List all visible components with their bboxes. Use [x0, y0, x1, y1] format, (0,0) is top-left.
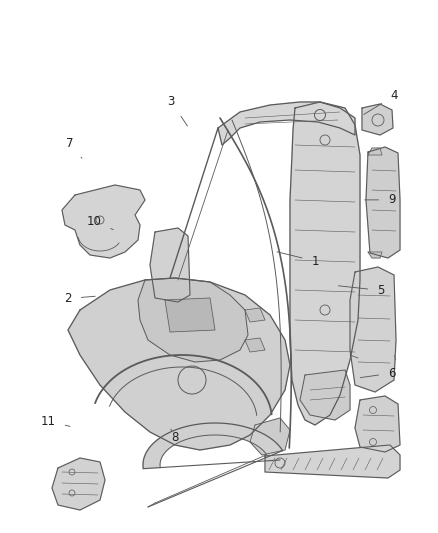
Text: 7: 7: [66, 138, 82, 158]
Text: 6: 6: [360, 367, 396, 379]
Polygon shape: [218, 102, 355, 145]
Polygon shape: [366, 147, 400, 258]
Polygon shape: [62, 185, 145, 258]
Polygon shape: [300, 370, 350, 420]
Polygon shape: [150, 228, 190, 302]
Polygon shape: [368, 148, 382, 155]
Polygon shape: [355, 396, 400, 452]
Polygon shape: [52, 458, 105, 510]
Polygon shape: [265, 445, 400, 478]
Polygon shape: [368, 252, 382, 258]
Text: 9: 9: [365, 193, 396, 206]
Polygon shape: [250, 418, 290, 455]
Text: 1: 1: [277, 252, 319, 268]
Text: 10: 10: [87, 215, 113, 230]
Polygon shape: [245, 308, 265, 322]
Polygon shape: [362, 104, 393, 135]
Polygon shape: [138, 278, 248, 362]
Text: 8: 8: [171, 429, 179, 443]
Polygon shape: [245, 338, 265, 352]
Text: 4: 4: [364, 90, 398, 115]
Text: 11: 11: [41, 415, 70, 427]
Text: 5: 5: [339, 284, 385, 297]
Polygon shape: [143, 423, 283, 469]
Polygon shape: [350, 267, 396, 392]
Polygon shape: [68, 278, 290, 450]
Polygon shape: [290, 102, 360, 425]
Text: 2: 2: [64, 292, 95, 305]
Polygon shape: [165, 298, 215, 332]
Text: 3: 3: [167, 95, 187, 126]
